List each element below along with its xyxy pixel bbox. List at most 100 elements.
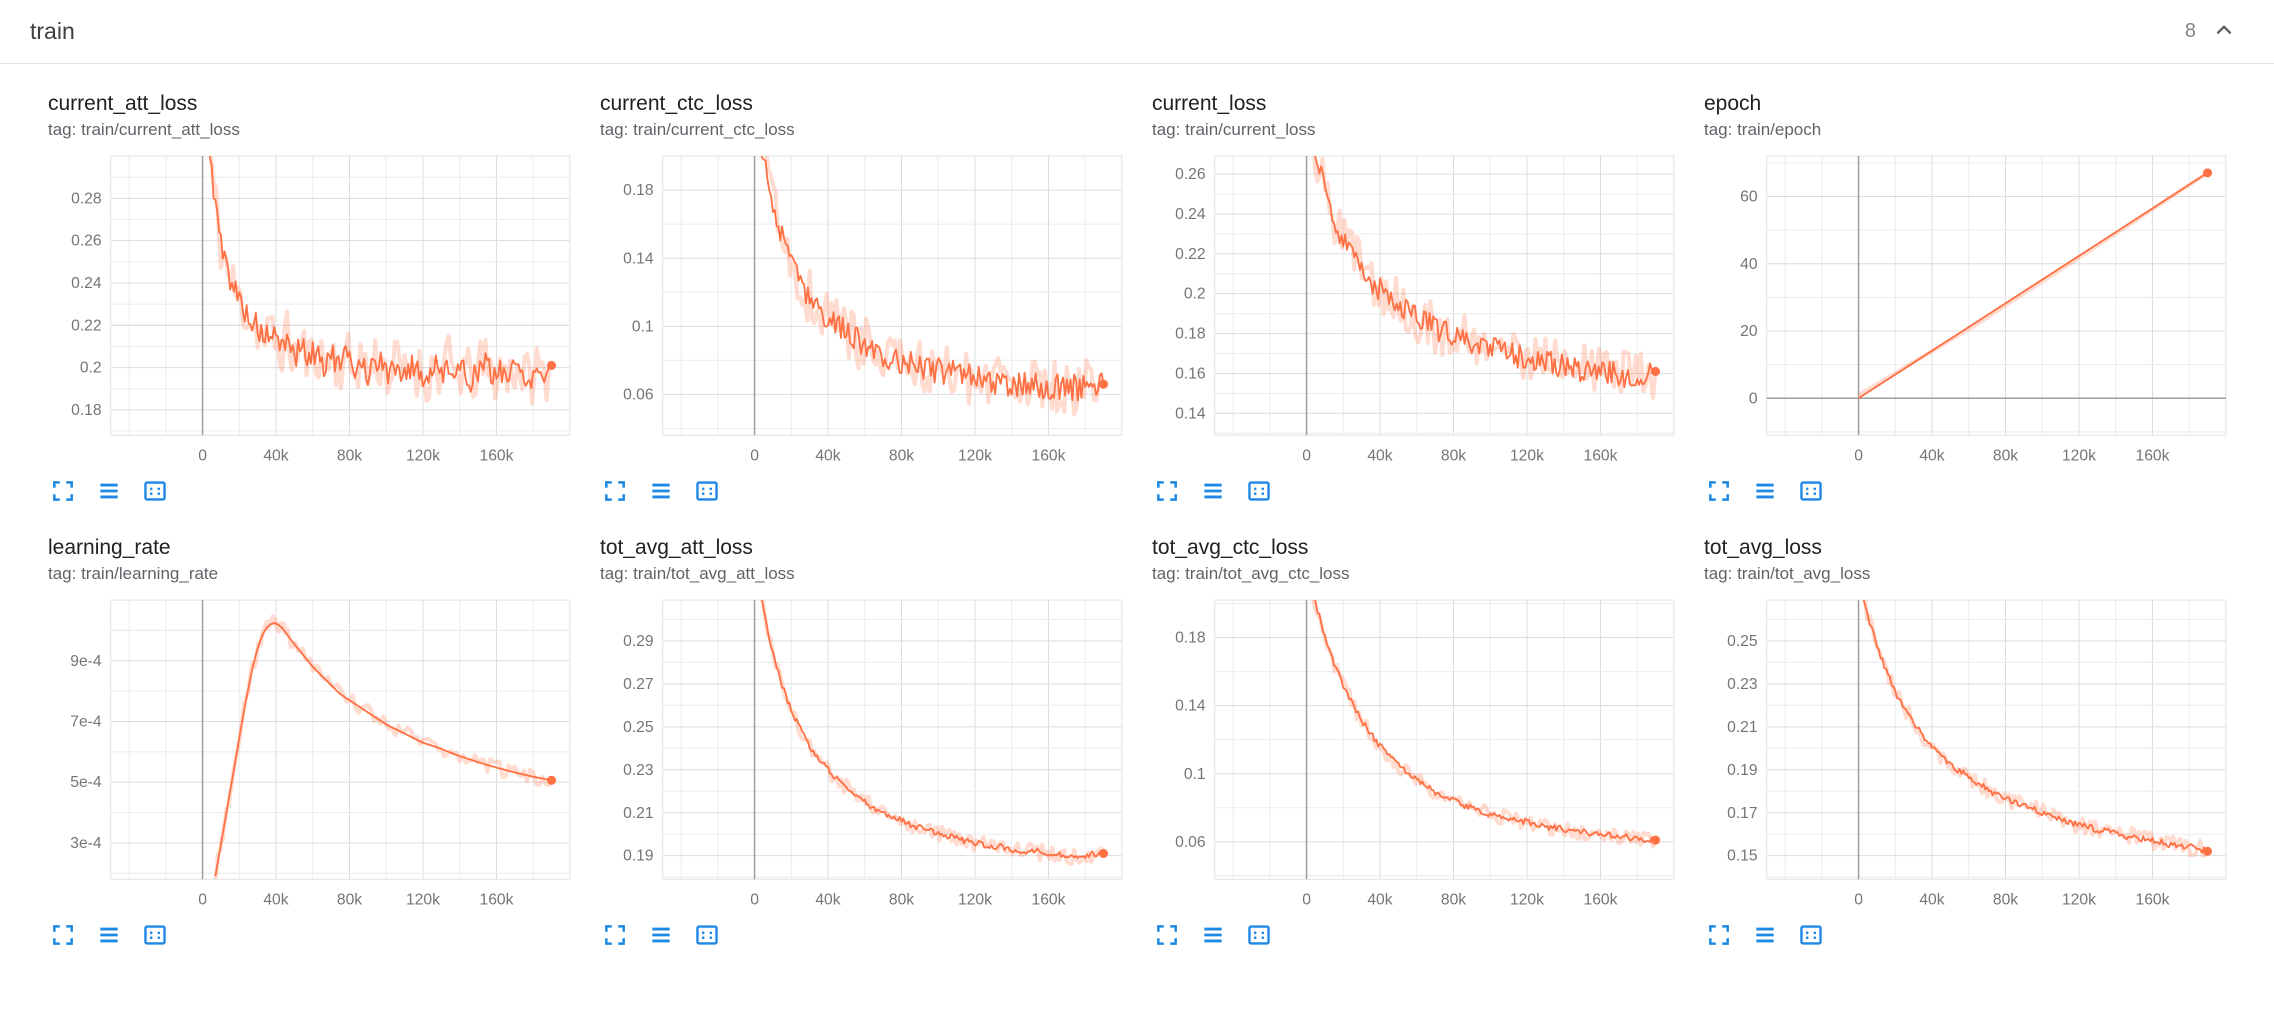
- toggle-lines-button[interactable]: [1750, 478, 1780, 508]
- toggle-lines-button[interactable]: [1198, 478, 1228, 508]
- svg-text:160k: 160k: [1032, 892, 1066, 909]
- chevron-up-icon: [2211, 17, 2237, 46]
- toggle-lines-button[interactable]: [1750, 922, 1780, 952]
- svg-text:0.19: 0.19: [623, 848, 653, 865]
- card-toolbar: [1152, 478, 1682, 508]
- svg-text:40k: 40k: [815, 892, 840, 909]
- fit-domain-button[interactable]: [1244, 478, 1274, 508]
- fit-domain-button[interactable]: [140, 922, 170, 952]
- svg-text:0: 0: [750, 448, 759, 465]
- svg-text:80k: 80k: [1441, 448, 1466, 465]
- svg-text:120k: 120k: [2062, 448, 2096, 465]
- expand-icon: [50, 922, 76, 951]
- chart-tag: tag: train/tot_avg_loss: [1704, 564, 1871, 584]
- svg-text:40k: 40k: [263, 448, 288, 465]
- svg-text:0: 0: [750, 892, 759, 909]
- chart-card: tot_avg_att_loss tag: train/tot_avg_att_…: [600, 533, 1130, 952]
- fit-domain-button[interactable]: [1796, 478, 1826, 508]
- chart-tag: tag: train/current_ctc_loss: [600, 120, 795, 140]
- svg-text:0.18: 0.18: [71, 402, 102, 419]
- svg-text:40k: 40k: [1919, 448, 1944, 465]
- line-chart[interactable]: 3e-4 5e-4 7e-4 9e-4 0 40k 80k 120k 160k: [48, 592, 578, 914]
- fit-domain-button[interactable]: [140, 478, 170, 508]
- toggle-lines-button[interactable]: [646, 922, 676, 952]
- fit-domain-icon: [142, 478, 168, 507]
- toggle-lines-button[interactable]: [94, 922, 124, 952]
- fit-domain-button[interactable]: [692, 922, 722, 952]
- chart-card: current_ctc_loss tag: train/current_ctc_…: [600, 90, 1130, 508]
- fit-domain-button[interactable]: [1244, 922, 1274, 952]
- chart-tag: tag: train/tot_avg_ctc_loss: [1152, 564, 1350, 584]
- svg-text:0: 0: [1854, 892, 1863, 909]
- expand-chart-button[interactable]: [48, 478, 78, 508]
- line-chart[interactable]: 0.14 0.16 0.18 0.2 0.22 0.24 0.26 0 40k 80k 120k 16…: [1152, 148, 1682, 470]
- chart-grid: current_att_loss tag: train/current_att_…: [0, 64, 2274, 992]
- svg-text:0: 0: [1854, 448, 1863, 465]
- svg-text:0.14: 0.14: [623, 251, 654, 268]
- svg-text:120k: 120k: [1510, 892, 1544, 909]
- toggle-lines-button[interactable]: [94, 478, 124, 508]
- expand-chart-button[interactable]: [1152, 478, 1182, 508]
- horizontal-lines-icon: [648, 922, 674, 951]
- horizontal-lines-icon: [1200, 478, 1226, 507]
- svg-text:0.26: 0.26: [1175, 166, 1206, 183]
- fit-domain-button[interactable]: [692, 478, 722, 508]
- svg-text:160k: 160k: [2136, 448, 2170, 465]
- chart-title: epoch: [1704, 92, 1762, 115]
- chart-title: learning_rate: [48, 535, 171, 559]
- collapse-section-button[interactable]: [2208, 16, 2240, 48]
- svg-text:0.16: 0.16: [1175, 366, 1206, 383]
- expand-icon: [1154, 922, 1180, 951]
- chart-title: tot_avg_ctc_loss: [1152, 535, 1309, 559]
- toggle-lines-button[interactable]: [646, 478, 676, 508]
- expand-chart-button[interactable]: [1704, 478, 1734, 508]
- chart-title: tot_avg_loss: [1704, 535, 1822, 559]
- svg-text:3e-4: 3e-4: [70, 835, 102, 852]
- fit-domain-icon: [1798, 478, 1824, 507]
- svg-text:120k: 120k: [958, 892, 992, 909]
- expand-icon: [1154, 478, 1180, 507]
- svg-text:80k: 80k: [1441, 892, 1466, 909]
- expand-chart-button[interactable]: [600, 922, 630, 952]
- chart-title: tot_avg_att_loss: [600, 535, 753, 559]
- svg-text:80k: 80k: [337, 448, 362, 465]
- line-chart[interactable]: 0.19 0.21 0.23 0.25 0.27 0.29 0 40k 80k 120k 160k: [600, 592, 1130, 914]
- svg-text:120k: 120k: [406, 892, 440, 909]
- svg-text:80k: 80k: [889, 892, 914, 909]
- svg-text:120k: 120k: [406, 448, 440, 465]
- expand-chart-button[interactable]: [1704, 922, 1734, 952]
- svg-text:0.14: 0.14: [1175, 406, 1206, 423]
- line-chart[interactable]: 0.06 0.1 0.14 0.18 0 40k 80k 120k 160k: [1152, 592, 1682, 914]
- fit-domain-icon: [694, 478, 720, 507]
- svg-text:0.06: 0.06: [1175, 834, 1206, 851]
- chart-card: current_att_loss tag: train/current_att_…: [48, 90, 578, 508]
- svg-text:0: 0: [198, 892, 207, 909]
- svg-text:0.23: 0.23: [1727, 676, 1758, 693]
- svg-text:80k: 80k: [337, 892, 362, 909]
- expand-chart-button[interactable]: [1152, 922, 1182, 952]
- expand-chart-button[interactable]: [48, 922, 78, 952]
- svg-text:20: 20: [1740, 323, 1758, 340]
- line-chart[interactable]: 0.06 0.1 0.14 0.18 0 40k 80k 120k 160k: [600, 148, 1130, 470]
- expand-icon: [1706, 478, 1732, 507]
- line-chart[interactable]: 0 20 40 60 0 40k 80k 120k 160k: [1704, 148, 2234, 470]
- svg-text:0.21: 0.21: [623, 805, 653, 822]
- chart-title: current_ctc_loss: [600, 92, 753, 115]
- svg-text:0.2: 0.2: [1184, 286, 1206, 303]
- svg-text:0: 0: [1749, 391, 1758, 408]
- fit-domain-icon: [1246, 922, 1272, 951]
- line-chart[interactable]: 0.18 0.2 0.22 0.24 0.26 0.28 0 40k 80k 120k 160k: [48, 148, 578, 470]
- card-toolbar: [600, 922, 1130, 952]
- chart-tag: tag: train/epoch: [1704, 120, 1822, 140]
- svg-text:0.18: 0.18: [1175, 326, 1206, 343]
- svg-text:0: 0: [1302, 892, 1311, 909]
- run-section-header[interactable]: train 8: [0, 0, 2274, 64]
- line-chart[interactable]: 0.15 0.17 0.19 0.21 0.23 0.25 0 40k 80k 120k 160k: [1704, 592, 2234, 914]
- svg-text:5e-4: 5e-4: [70, 774, 102, 791]
- toggle-lines-button[interactable]: [1198, 922, 1228, 952]
- svg-text:40k: 40k: [1367, 448, 1392, 465]
- expand-chart-button[interactable]: [600, 478, 630, 508]
- fit-domain-button[interactable]: [1796, 922, 1826, 952]
- svg-text:9e-4: 9e-4: [70, 653, 102, 670]
- horizontal-lines-icon: [1752, 922, 1778, 951]
